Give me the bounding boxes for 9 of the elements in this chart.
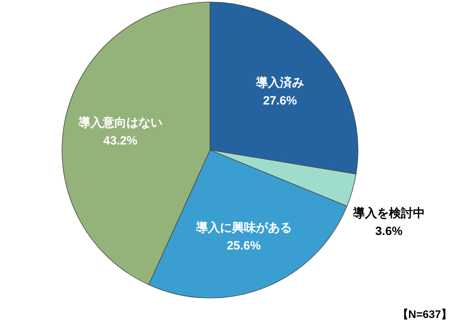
data-label: 27.6% (262, 94, 298, 108)
data-label: 25.6% (226, 238, 262, 252)
data-label: 43.2% (103, 134, 138, 148)
text: 【N=637】 (397, 308, 452, 321)
data-label: 3.6% (375, 224, 403, 238)
slice-label: 導入意向はない (77, 116, 162, 130)
slice-label: 導入に興味がある (194, 220, 292, 234)
slice-label: 導入済み (254, 76, 304, 90)
slice-label: 導入を検討中 (352, 206, 425, 220)
